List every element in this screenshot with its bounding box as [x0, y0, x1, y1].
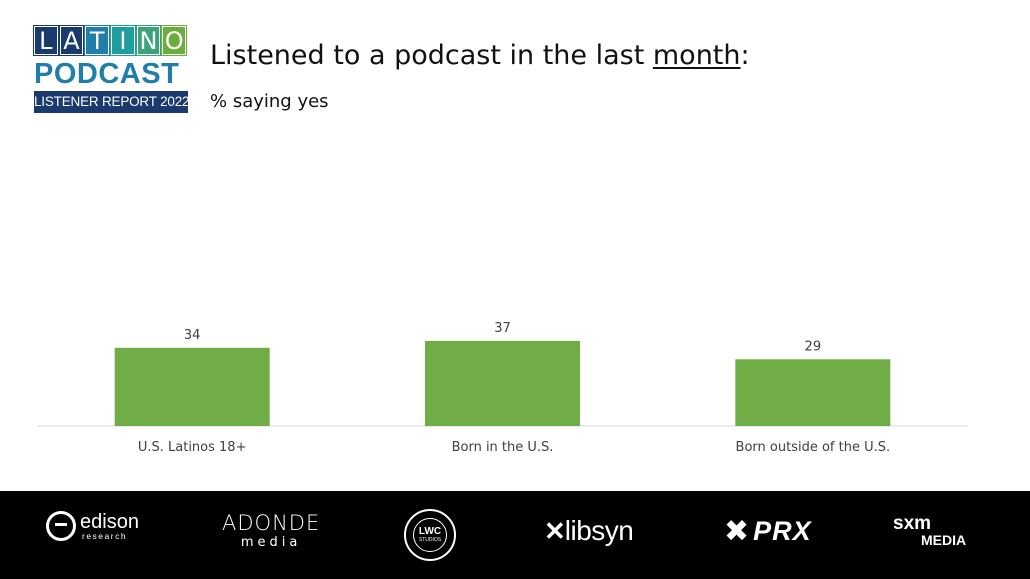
title-colon: : [740, 40, 750, 71]
adonde-media-logo: ADONDE media [222, 511, 321, 550]
category-label: Born outside of the U.S. [736, 440, 891, 455]
logo-podcast: PODCAST [34, 58, 180, 90]
logo-letters: L A T I N O [33, 25, 188, 57]
lwc-studios-logo: LWC STUDIOS [404, 509, 456, 561]
title-text: Listened to a podcast in the last [210, 40, 653, 71]
data-label: 34 [184, 328, 201, 343]
sxm-media-logo: sxm MEDIA [893, 514, 966, 547]
title-underlined: month [652, 40, 741, 71]
category-label: U.S. Latinos 18+ [138, 440, 247, 455]
adonde-sub: media [240, 535, 302, 550]
libsyn-x-icon: ✕ [544, 515, 566, 546]
lwc-name: LWC [418, 526, 442, 537]
data-label: 29 [805, 339, 822, 354]
logo-listener-report: LISTENER REPORT 2022 [34, 91, 188, 113]
edison-research-logo: edison research [46, 511, 139, 541]
logo-letter: L [33, 25, 59, 56]
sponsor-footer: edison research ADONDE media LWC STUDIOS… [0, 491, 1030, 579]
logo-letter: O [161, 25, 188, 56]
page-title: Listened to a podcast in the last month: [210, 40, 750, 71]
logo-letter: I [110, 25, 136, 56]
sxm-name: sxm [893, 513, 932, 534]
prx-name: PRX [753, 516, 812, 546]
prx-logo: ✖ PRX [724, 516, 812, 547]
bar [425, 340, 580, 426]
lwc-sub: STUDIOS [418, 537, 442, 543]
page-subtitle: % saying yes [210, 91, 329, 112]
data-label: 37 [494, 321, 511, 336]
edison-bulb-icon [46, 511, 76, 541]
logo-letter: T [84, 25, 111, 56]
libsyn-name: libsyn [564, 515, 634, 546]
category-label: Born in the U.S. [452, 440, 554, 455]
libsyn-logo: ✕ libsyn [544, 515, 634, 547]
edison-name: edison [80, 510, 139, 533]
bar [735, 359, 891, 426]
bar-chart: 34 U.S. Latinos 18+ 37 Born in the U.S. 29 Bo… [37, 321, 968, 455]
logo-letter: N [135, 25, 162, 56]
bar [114, 347, 270, 426]
edison-sub: research [82, 530, 128, 541]
prx-x-icon: ✖ [724, 513, 750, 549]
latino-podcast-logo: L A T I N O PODCAST LISTENER REPORT 2022 [33, 25, 188, 118]
adonde-name: ADONDE [222, 511, 321, 535]
logo-letter: A [58, 25, 85, 56]
sxm-sub: MEDIA [921, 532, 967, 548]
